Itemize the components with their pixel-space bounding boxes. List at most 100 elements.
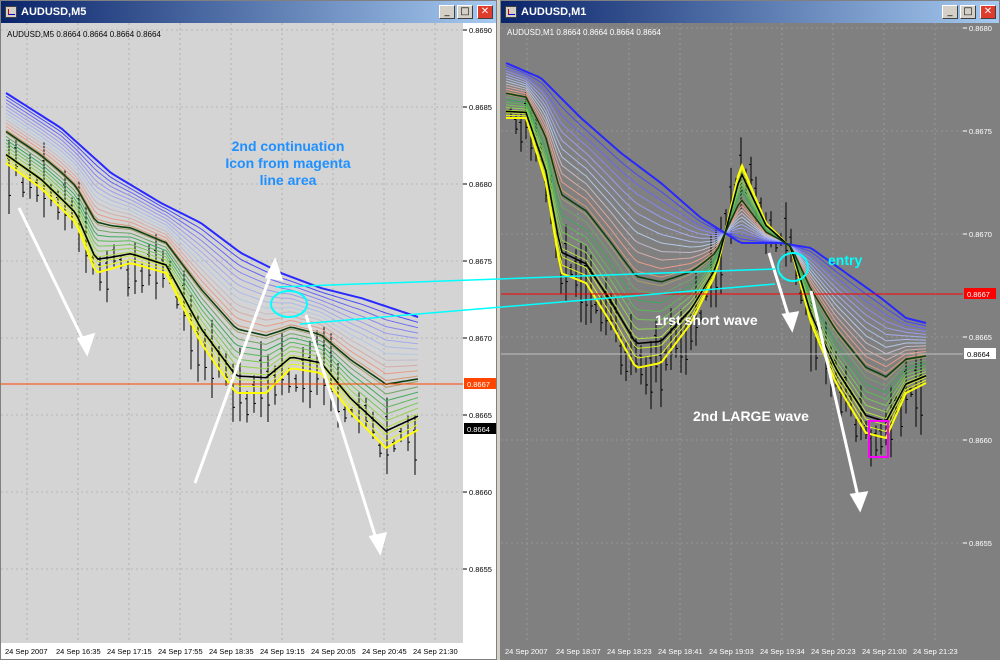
time-label: 24 Sep 21:30 bbox=[413, 647, 458, 656]
guppy-ma-line bbox=[5, 159, 419, 442]
trend-line bbox=[5, 153, 419, 432]
price-tag-label: 0.8664 bbox=[967, 350, 990, 359]
guppy-ma-line bbox=[505, 83, 927, 355]
minimize-button[interactable]: _ bbox=[942, 5, 958, 19]
time-label: 24 Sep 19:03 bbox=[709, 647, 754, 656]
entry-circle bbox=[777, 252, 809, 282]
magenta-box bbox=[868, 420, 889, 458]
guppy-ma-line bbox=[505, 104, 927, 407]
price-chart[interactable]: 0.8690 0.8685 0.8680 0.8675 0.8670 0.8665 0.86… bbox=[1, 23, 496, 659]
price-label: 0.8675 bbox=[969, 127, 992, 136]
guppy-ma-line bbox=[505, 65, 927, 327]
annotation-line-2: Icon from magenta bbox=[225, 155, 350, 171]
arrow-up bbox=[193, 267, 275, 484]
arrow-down-1 bbox=[17, 207, 89, 349]
price-axis bbox=[963, 23, 999, 659]
price-label: 0.8655 bbox=[469, 565, 492, 574]
window-title: AUDUSD,M1 bbox=[521, 6, 587, 18]
time-label: 24 Sep 18:41 bbox=[658, 647, 703, 656]
price-tag-label: 0.8667 bbox=[967, 290, 990, 299]
chart-icon bbox=[5, 6, 17, 18]
arrowhead-large bbox=[849, 491, 869, 513]
time-label: 24 Sep 20:05 bbox=[311, 647, 356, 656]
guppy-ma-line bbox=[505, 86, 927, 361]
price-tag bbox=[964, 288, 996, 299]
price-label: 0.8670 bbox=[969, 230, 992, 239]
price-tag bbox=[964, 348, 996, 359]
guppy-ma-line bbox=[505, 88, 927, 368]
price-tag bbox=[464, 423, 496, 434]
time-label: 24 Sep 19:15 bbox=[260, 647, 305, 656]
time-label: 24 Sep 16:35 bbox=[56, 647, 101, 656]
price-label: 0.8655 bbox=[969, 539, 992, 548]
price-label: 0.8660 bbox=[469, 488, 492, 497]
arrowhead-3 bbox=[368, 532, 388, 556]
guppy-ma-line bbox=[5, 129, 419, 382]
guppy-ma-line bbox=[5, 152, 419, 429]
chart-window-m5[interactable]: AUDUSD,M5 _ □ ✕ 0.8690 0.8685 0.8680 0.8675… bbox=[0, 0, 497, 660]
guppy-ma-line bbox=[5, 125, 419, 375]
time-label: 24 Sep 2007 bbox=[505, 647, 548, 656]
chart-window-m1[interactable]: AUDUSD,M1 _ □ ✕ 0.8680 0.8675 0.8670 0.8665… bbox=[500, 0, 1000, 660]
time-label: 24 Sep 2007 bbox=[5, 647, 48, 656]
arrow-down-2 bbox=[304, 314, 380, 546]
window-title: AUDUSD,M5 bbox=[21, 6, 87, 18]
close-button[interactable]: ✕ bbox=[477, 5, 493, 19]
price-tag-label: 0.8664 bbox=[467, 425, 490, 434]
arrow-short-wave bbox=[767, 252, 792, 322]
price-label: 0.8670 bbox=[469, 334, 492, 343]
guppy-ma-line bbox=[5, 115, 419, 356]
price-label: 0.8680 bbox=[969, 24, 992, 33]
guppy-ma-line bbox=[505, 78, 927, 342]
price-label: 0.8690 bbox=[469, 26, 492, 35]
guppy-ma-line bbox=[505, 73, 927, 335]
guppy-ma-line bbox=[5, 122, 419, 368]
short-wave-label: 1rst short wave bbox=[655, 312, 758, 328]
guppy-ma-line bbox=[505, 70, 927, 333]
time-label: 24 Sep 18:07 bbox=[556, 647, 601, 656]
guppy-ma-line bbox=[505, 80, 926, 348]
guppy-ma-line bbox=[5, 132, 419, 388]
guppy-ma-line bbox=[5, 135, 419, 395]
guppy-ma-line bbox=[5, 145, 419, 415]
minimize-button[interactable]: _ bbox=[439, 5, 455, 19]
trend-line bbox=[505, 92, 927, 378]
price-chart[interactable]: 0.8680 0.8675 0.8670 0.8665 0.8660 0.8655 0.86… bbox=[501, 23, 999, 659]
ohlc-header: AUDUSD,M1 0.8664 0.8664 0.8664 0.8664 bbox=[507, 28, 661, 37]
large-wave-label: 2nd LARGE wave bbox=[693, 408, 809, 424]
window-titlebar[interactable]: AUDUSD,M1 _ □ ✕ bbox=[501, 1, 999, 23]
ohlc-header: AUDUSD,M5 0.8664 0.8664 0.8664 0.8664 bbox=[7, 30, 161, 39]
close-button[interactable]: ✕ bbox=[980, 5, 996, 19]
guppy-ma-line bbox=[5, 139, 419, 402]
price-axis bbox=[463, 23, 496, 659]
chart-icon bbox=[505, 6, 517, 18]
time-label: 24 Sep 19:34 bbox=[760, 647, 805, 656]
arrowhead-1 bbox=[76, 332, 96, 357]
time-label: 24 Sep 21:00 bbox=[862, 647, 907, 656]
price-label: 0.8685 bbox=[469, 103, 492, 112]
trend-line bbox=[505, 110, 927, 423]
guppy-ma-line bbox=[5, 142, 419, 409]
arrowhead-short bbox=[781, 311, 800, 333]
annotation-line-3: line area bbox=[260, 172, 317, 188]
trend-line bbox=[5, 130, 419, 386]
time-label: 24 Sep 20:23 bbox=[811, 647, 856, 656]
time-label: 24 Sep 21:23 bbox=[913, 647, 958, 656]
time-label: 24 Sep 20:45 bbox=[362, 647, 407, 656]
guppy-ma-line bbox=[505, 75, 927, 338]
guppy-ma-line bbox=[505, 99, 927, 394]
price-label: 0.8675 bbox=[469, 257, 492, 266]
time-label: 24 Sep 17:15 bbox=[107, 647, 152, 656]
guppy-ma-line bbox=[5, 149, 419, 422]
guppy-ma-line bbox=[505, 96, 927, 387]
window-titlebar[interactable]: AUDUSD,M5 _ □ ✕ bbox=[1, 1, 496, 23]
maximize-button[interactable]: □ bbox=[457, 5, 473, 19]
price-label: 0.8665 bbox=[469, 411, 492, 420]
guppy-ma-line bbox=[5, 112, 419, 350]
time-axis bbox=[1, 643, 463, 659]
guppy-ma-line bbox=[5, 162, 419, 450]
guppy-ma-line bbox=[5, 155, 419, 436]
guppy-ma-line bbox=[505, 107, 927, 413]
time-axis bbox=[501, 643, 963, 659]
maximize-button[interactable]: □ bbox=[960, 5, 976, 19]
